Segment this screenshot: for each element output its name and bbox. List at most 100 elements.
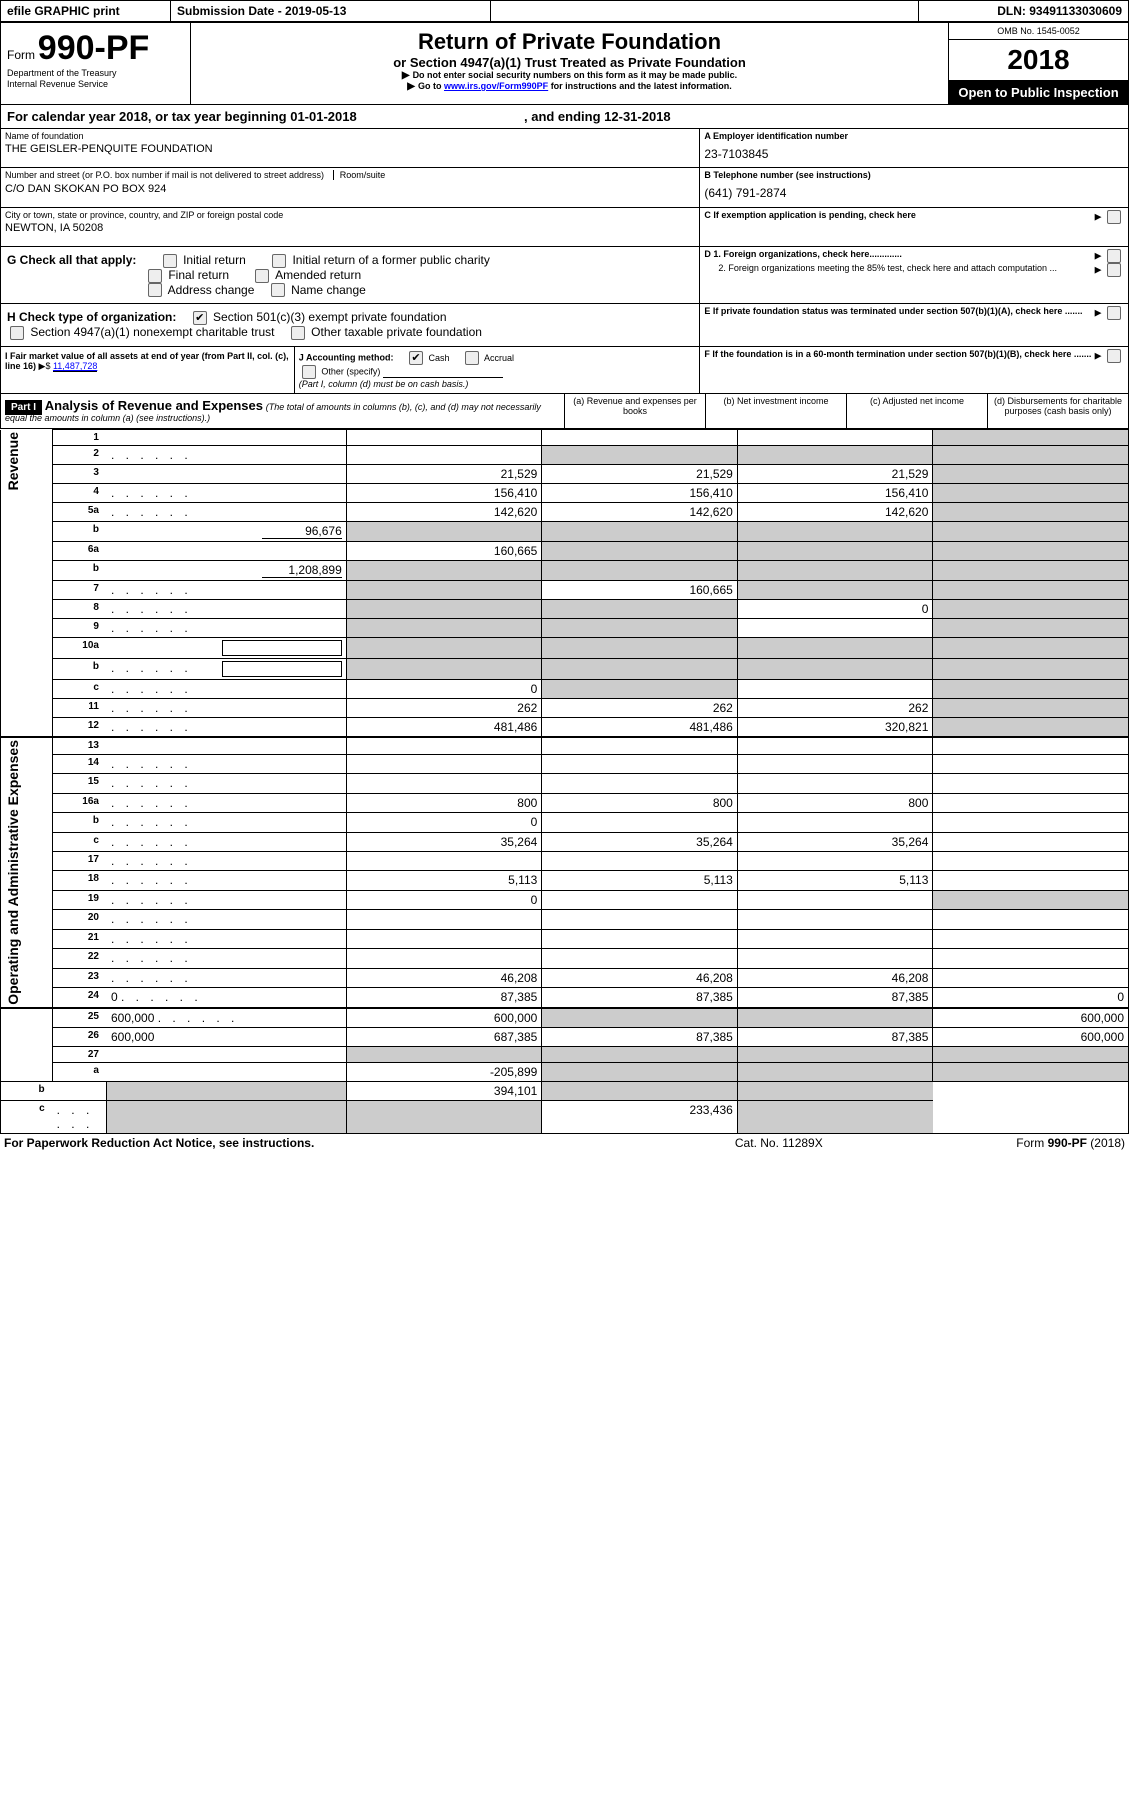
cell	[542, 1081, 738, 1100]
cell	[542, 542, 738, 561]
line-num: a	[53, 1062, 107, 1081]
cell	[737, 561, 933, 581]
warn1: Do not enter social security numbers on …	[413, 70, 738, 80]
line-num: 18	[53, 871, 107, 890]
col-a: (a) Revenue and expenses per books	[565, 394, 706, 429]
cell	[737, 659, 933, 680]
instructions-link[interactable]: www.irs.gov/Form990PF	[444, 81, 548, 91]
cell: 262	[542, 699, 738, 718]
line-num: c	[1, 1100, 53, 1133]
cell	[933, 542, 1129, 561]
cell	[737, 813, 933, 832]
c-checkbox[interactable]	[1107, 210, 1121, 224]
cell: 687,385	[346, 1027, 542, 1046]
efile-btn[interactable]: efile GRAPHIC print	[1, 1, 171, 22]
line-desc	[53, 1081, 107, 1100]
ein-label: A Employer identification number	[704, 131, 1124, 141]
j-accrual-label: Accrual	[484, 353, 514, 363]
cell	[737, 851, 933, 870]
cell	[737, 1100, 933, 1133]
g-o3: Final return	[168, 268, 229, 282]
h-501c3[interactable]	[193, 311, 207, 325]
h-o3: Other taxable private foundation	[311, 325, 482, 339]
line-desc: . . . . . .	[107, 910, 346, 929]
e-checkbox[interactable]	[1107, 306, 1121, 320]
cell: 0	[346, 680, 542, 699]
cell: 35,264	[542, 832, 738, 851]
g-address[interactable]	[148, 283, 162, 297]
cell: 5,113	[737, 871, 933, 890]
line-desc: 600,000	[107, 1027, 346, 1046]
line-desc	[107, 737, 346, 754]
i-value[interactable]: 11,487,728	[53, 361, 97, 372]
j-cash[interactable]	[409, 351, 423, 365]
h-other-tax[interactable]	[291, 326, 305, 340]
cell	[346, 910, 542, 929]
j-accrual[interactable]	[465, 351, 479, 365]
j-other-label: Other (specify)	[321, 367, 380, 377]
cell	[542, 659, 738, 680]
cell	[346, 1100, 542, 1133]
tax-year: 2018	[949, 40, 1128, 81]
cell	[542, 754, 738, 773]
line-num: 24	[53, 988, 107, 1008]
cell	[933, 600, 1129, 619]
cell: 87,385	[542, 988, 738, 1008]
cell	[933, 718, 1129, 738]
cell	[346, 659, 542, 680]
g-final[interactable]	[148, 269, 162, 283]
line-num: 2	[53, 446, 107, 465]
cell: 5,113	[346, 871, 542, 890]
form-prefix: Form	[7, 48, 35, 62]
line-desc: . . . . . .	[107, 949, 346, 968]
cell	[933, 581, 1129, 600]
tel-value: (641) 791-2874	[704, 180, 1124, 200]
submission-date: Submission Date - 2019-05-13	[171, 1, 491, 22]
line-desc: . . . . . .	[107, 503, 346, 522]
line-desc: . . . . . .	[107, 659, 346, 680]
cell: 21,529	[737, 465, 933, 484]
line-num: b	[53, 561, 107, 581]
h-4947[interactable]	[10, 326, 24, 340]
line-desc: . . . . . .	[107, 680, 346, 699]
part1-table: Revenue12 . . . . . .321,52921,52921,529…	[0, 429, 1129, 1134]
g-initial-former[interactable]	[272, 254, 286, 268]
cell	[737, 910, 933, 929]
line-num: 20	[53, 910, 107, 929]
d2-checkbox[interactable]	[1107, 263, 1121, 277]
cell	[737, 619, 933, 638]
cell: 600,000	[933, 1027, 1129, 1046]
cell	[346, 774, 542, 793]
g-initial[interactable]	[163, 254, 177, 268]
cell	[933, 754, 1129, 773]
cell	[542, 851, 738, 870]
cell	[933, 1046, 1129, 1062]
part1-header: Part I Analysis of Revenue and Expenses …	[0, 394, 1129, 429]
g-name[interactable]	[271, 283, 285, 297]
cell: 0	[346, 890, 542, 909]
cell	[737, 581, 933, 600]
cell	[933, 832, 1129, 851]
line-num: c	[53, 680, 107, 699]
d1-checkbox[interactable]	[1107, 249, 1121, 263]
j-other[interactable]	[302, 365, 316, 379]
f-checkbox[interactable]	[1107, 349, 1121, 363]
cell	[542, 890, 738, 909]
line-num: 21	[53, 929, 107, 948]
line-desc: . . . . . .	[107, 446, 346, 465]
page-footer: For Paperwork Reduction Act Notice, see …	[0, 1134, 1129, 1152]
cell: 46,208	[737, 968, 933, 987]
cell: 160,665	[542, 581, 738, 600]
warn2-post: for instructions and the latest informat…	[548, 81, 732, 91]
cell	[542, 638, 738, 659]
foundation-name: THE GEISLER-PENQUITE FOUNDATION	[5, 141, 695, 165]
cell	[933, 929, 1129, 948]
addr-value: C/O DAN SKOKAN PO BOX 924	[5, 181, 695, 205]
cell	[933, 1062, 1129, 1081]
section-revenue: Revenue	[5, 432, 21, 490]
cell: 87,385	[737, 988, 933, 1008]
d2-label: 2. Foreign organizations meeting the 85%…	[718, 263, 1057, 273]
g-amended[interactable]	[255, 269, 269, 283]
dln: DLN: 93491133030609	[919, 1, 1129, 22]
line-desc: . . . . . .	[107, 793, 346, 812]
